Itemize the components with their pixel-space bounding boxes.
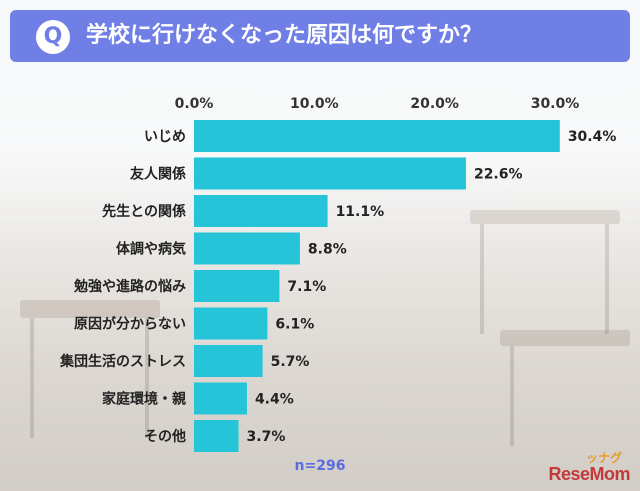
sample-size-label: n=296 (294, 458, 346, 474)
bar (194, 157, 466, 190)
bar (194, 307, 268, 340)
bar (194, 232, 300, 265)
bar (194, 345, 263, 377)
x-tick-label: 10.0% (290, 96, 339, 112)
logo-text: ReseMom (548, 464, 630, 484)
category-label: 先生との関係 (102, 203, 186, 220)
category-label: 体調や病気 (116, 241, 186, 258)
value-label: 5.7% (271, 354, 310, 370)
value-label: 8.8% (308, 242, 347, 258)
category-label: 家庭環境・親 (102, 391, 186, 408)
category-label: いじめ (144, 129, 186, 145)
value-label: 4.4% (255, 392, 294, 408)
value-label: 11.1% (336, 204, 385, 220)
question-title: 学校に行けなくなった原因は何ですか？ (86, 23, 483, 48)
x-tick-label: 0.0% (175, 96, 214, 112)
category-label: その他 (144, 428, 186, 445)
bar (194, 420, 239, 452)
bar (194, 270, 280, 302)
resemom-logo: ッナグ ReseMom (510, 449, 630, 485)
logo-ornament: ッナグ (585, 451, 622, 465)
value-label: 22.6% (474, 167, 523, 183)
category-label: 勉強や進路の悩み (73, 278, 186, 295)
x-tick-label: 20.0% (410, 96, 459, 112)
bar (194, 120, 560, 152)
x-tick-label: 30.0% (531, 96, 580, 112)
value-label: 7.1% (287, 279, 326, 295)
question-header: Q 学校に行けなくなった原因は何ですか？ (10, 10, 630, 62)
bar (194, 195, 328, 227)
category-label: 集団生活のストレス (59, 353, 186, 370)
value-label: 3.7% (247, 429, 286, 445)
value-label: 6.1% (275, 317, 314, 333)
question-badge: Q (36, 20, 70, 54)
category-label: 友人関係 (130, 166, 186, 183)
category-label: 原因が分からない (74, 316, 186, 333)
value-label: 30.4% (568, 129, 617, 145)
bar (194, 382, 247, 415)
